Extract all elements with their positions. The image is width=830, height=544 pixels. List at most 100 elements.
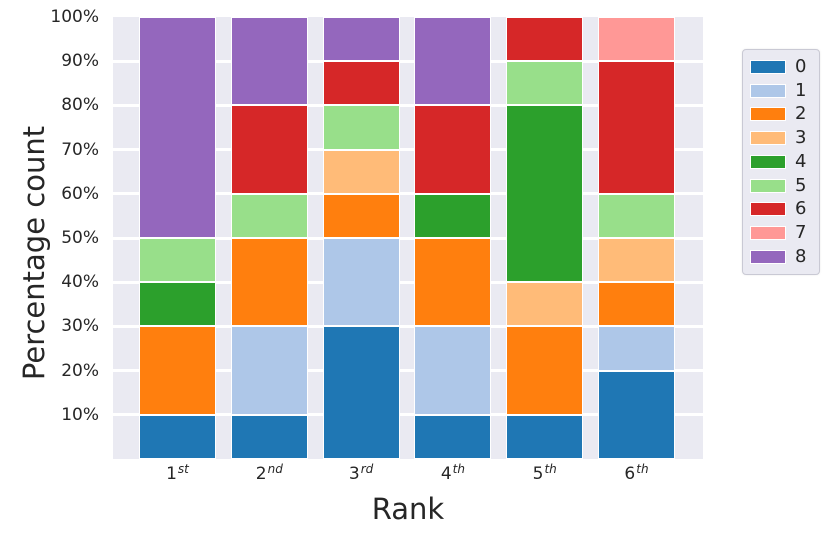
bar-2nd	[230, 17, 308, 459]
bar-segment-5	[230, 193, 308, 239]
legend-swatch	[750, 154, 786, 169]
legend-item-3: 3	[750, 127, 815, 149]
y-tick-label: 10%	[61, 404, 99, 425]
bar-4th	[414, 17, 492, 459]
x-tick-label: 3rd	[348, 462, 374, 484]
gridline	[113, 148, 703, 152]
legend-item-7: 7	[750, 222, 815, 244]
legend-label: 1	[795, 79, 807, 101]
y-tick-label: 40%	[61, 272, 99, 293]
bar-segment-7	[597, 17, 675, 62]
x-tick-label: 1st	[166, 462, 189, 484]
legend-label: 0	[795, 55, 807, 77]
legend-label: 5	[795, 174, 807, 196]
legend-item-8: 8	[750, 246, 815, 267]
bar-segment-1	[414, 326, 492, 415]
legend-label: 6	[795, 198, 807, 220]
bar-segment-5	[597, 193, 675, 239]
bar-segment-6	[322, 61, 400, 106]
gridline	[113, 280, 703, 284]
bar-segment-5	[322, 105, 400, 150]
bar-segment-2	[506, 326, 584, 415]
bar-segment-0	[414, 414, 492, 459]
bar-segment-0	[139, 414, 216, 459]
gridline	[113, 192, 703, 196]
x-tick-label: 6th	[624, 462, 649, 484]
y-tick-label: 50%	[61, 228, 99, 248]
bar-1st	[139, 17, 216, 459]
legend-swatch	[750, 83, 786, 98]
bar-segment-1	[230, 326, 308, 415]
bar-segment-3	[506, 282, 584, 327]
bar-segment-5	[506, 61, 584, 106]
bar-segment-6	[597, 61, 675, 194]
x-axis-tick-labels: 1st 2nd 3rd 4th 5th 6th	[139, 462, 675, 484]
bar-segment-2	[139, 326, 216, 415]
y-tick-label: 90%	[61, 51, 99, 72]
x-tick-label: 5th	[532, 462, 557, 484]
gridline	[113, 59, 703, 63]
bar-segment-0	[506, 414, 584, 459]
plot-area	[113, 17, 703, 459]
bar-segment-6	[230, 105, 308, 194]
gridline	[113, 324, 703, 328]
y-tick-label: 20%	[61, 360, 99, 381]
gridline	[113, 369, 703, 373]
bar-segment-6	[414, 105, 492, 194]
legend-item-0: 0	[750, 55, 815, 77]
bar-segment-0	[230, 414, 308, 459]
legend-swatch	[750, 131, 786, 146]
legend-item-4: 4	[750, 150, 815, 172]
bar-segment-4	[414, 193, 492, 239]
legend-item-6: 6	[750, 198, 815, 220]
legend-item-2: 2	[750, 105, 815, 123]
legend-item-5: 5	[750, 174, 815, 196]
legend-item-1: 1	[750, 79, 815, 101]
bar-segment-4	[139, 282, 216, 327]
legend-swatch	[750, 59, 786, 74]
bar-6th	[597, 17, 675, 459]
legend-swatch	[750, 178, 786, 193]
legend-label: 4	[795, 150, 807, 172]
gridline	[113, 413, 703, 417]
legend-label: 7	[795, 222, 807, 244]
legend-label: 3	[795, 127, 807, 149]
legend-swatch	[750, 226, 786, 241]
bar-segment-5	[139, 238, 216, 283]
bar-segment-8	[139, 17, 216, 239]
bar-segment-2	[597, 282, 675, 327]
bar-5th	[506, 17, 584, 459]
legend-swatch	[750, 202, 786, 217]
bar-segment-3	[322, 149, 400, 194]
legend-swatch	[750, 250, 786, 264]
y-tick-label: 70%	[61, 139, 99, 160]
bar-segment-2	[414, 238, 492, 327]
y-tick-label: 100%	[50, 7, 99, 27]
gridline	[113, 236, 703, 240]
y-tick-label: 80%	[61, 95, 99, 116]
bar-segment-0	[597, 370, 675, 459]
bar-segment-6	[506, 17, 584, 62]
bar-segment-2	[322, 193, 400, 239]
x-tick-label: 2nd	[255, 462, 283, 484]
bar-segment-8	[322, 17, 400, 62]
bar-segment-8	[230, 17, 308, 106]
legend-swatch	[750, 107, 786, 122]
y-tick-label: 60%	[61, 183, 99, 204]
bar-segment-8	[414, 17, 492, 106]
bar-segment-4	[506, 105, 584, 283]
bar-segment-1	[597, 326, 675, 371]
bar-segment-2	[230, 238, 308, 327]
y-tick-label: 30%	[61, 316, 99, 337]
bar-3rd	[322, 17, 400, 459]
gridline	[113, 103, 703, 107]
bar-segment-1	[322, 238, 400, 327]
x-tick-label: 4th	[440, 462, 465, 484]
y-axis-tick-labels: 10% 20% 30% 40% 50% 60% 70% 80% 90% 100%	[0, 7, 99, 459]
bar-segment-0	[322, 326, 400, 459]
bar-segment-3	[597, 238, 675, 283]
legend-label: 8	[795, 246, 807, 267]
bars-container	[139, 17, 675, 459]
